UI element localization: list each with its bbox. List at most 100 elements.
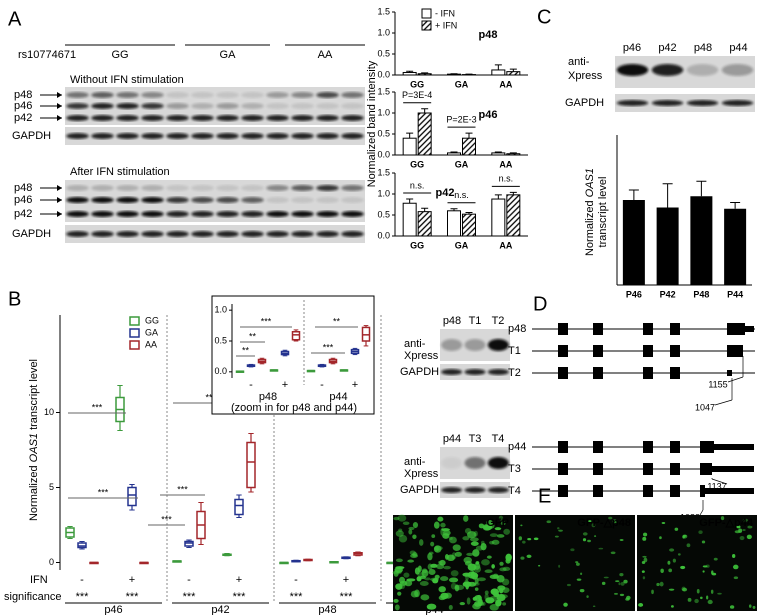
band (464, 457, 486, 469)
band (216, 92, 239, 98)
exon (558, 323, 568, 335)
cell (620, 582, 625, 586)
label: 0.0 (214, 366, 227, 376)
label: p46 (479, 109, 498, 121)
bar (622, 200, 645, 285)
label: transcript level (28, 359, 40, 433)
error-bar (730, 202, 741, 209)
cell (575, 561, 579, 564)
label: Xpress (404, 468, 439, 480)
label: 1.5 (377, 6, 390, 16)
label: C (537, 6, 551, 28)
cell (618, 582, 621, 586)
cell (472, 549, 480, 557)
band (66, 231, 89, 237)
exon (727, 323, 745, 335)
band (91, 115, 114, 121)
band (341, 103, 364, 109)
exon (670, 345, 680, 357)
y-axis-label: Normalized band intensity (366, 60, 378, 187)
cell (706, 595, 709, 600)
band (241, 197, 264, 203)
label: *** (340, 591, 354, 603)
cell (582, 532, 588, 536)
label: p42 (211, 604, 229, 615)
cell (464, 579, 469, 587)
cell (668, 588, 675, 591)
y-axis-label: Normalized OAS1 transcript level (28, 359, 40, 521)
label: + (236, 574, 242, 586)
cell (592, 605, 596, 608)
cell (419, 539, 424, 546)
error-bar (450, 208, 458, 211)
exon (670, 463, 680, 475)
cell (446, 554, 455, 562)
label: p48 (443, 315, 461, 327)
band (291, 231, 314, 237)
band (721, 100, 754, 106)
label: ** (333, 316, 341, 326)
band (441, 369, 463, 375)
band (266, 197, 289, 203)
cell (615, 580, 620, 583)
cell (421, 569, 429, 578)
band (316, 197, 339, 203)
label: T3 (469, 433, 482, 445)
cell (435, 563, 445, 570)
band (141, 197, 164, 203)
cell (682, 534, 688, 539)
exon (558, 485, 568, 497)
exon (558, 367, 568, 379)
cell (694, 598, 699, 604)
cell (661, 522, 666, 524)
band (441, 457, 463, 469)
error-bar (406, 70, 414, 73)
cell (462, 536, 470, 541)
band (191, 92, 214, 98)
band (341, 197, 364, 203)
label: 1.0 (214, 305, 227, 315)
cell (670, 605, 674, 608)
label: p48 (14, 89, 32, 101)
blot (65, 87, 365, 125)
band (66, 92, 89, 98)
error-bar (421, 72, 429, 74)
label: E (538, 485, 551, 507)
cell (533, 537, 539, 541)
label: T4 (492, 433, 505, 445)
band (166, 197, 189, 203)
band (116, 103, 139, 109)
cell (397, 514, 407, 522)
band (316, 103, 339, 109)
label: A (8, 8, 22, 30)
label: - (80, 574, 84, 586)
band (291, 115, 314, 121)
cell (449, 536, 457, 544)
cell (651, 589, 654, 595)
cell (505, 558, 511, 564)
error-bar (509, 68, 517, 72)
cell (575, 562, 580, 566)
exon (714, 444, 754, 450)
label: GG (145, 315, 159, 325)
label: p48 (259, 391, 277, 403)
label: 1.5 (377, 86, 390, 96)
error-bar (509, 191, 517, 195)
label: 0.0 (377, 149, 390, 159)
cell (474, 587, 479, 591)
exon (643, 485, 653, 497)
label: GG (111, 49, 128, 61)
label: 0.5 (377, 48, 390, 58)
label: 0.0 (377, 230, 390, 240)
cell (591, 523, 596, 528)
cell (467, 531, 477, 539)
error-bar (421, 108, 429, 113)
band (66, 197, 89, 203)
cell (466, 552, 474, 557)
bar (447, 73, 461, 76)
leader (727, 376, 744, 383)
cell (484, 569, 493, 574)
band (91, 92, 114, 98)
band (291, 103, 314, 109)
cell (619, 573, 624, 577)
